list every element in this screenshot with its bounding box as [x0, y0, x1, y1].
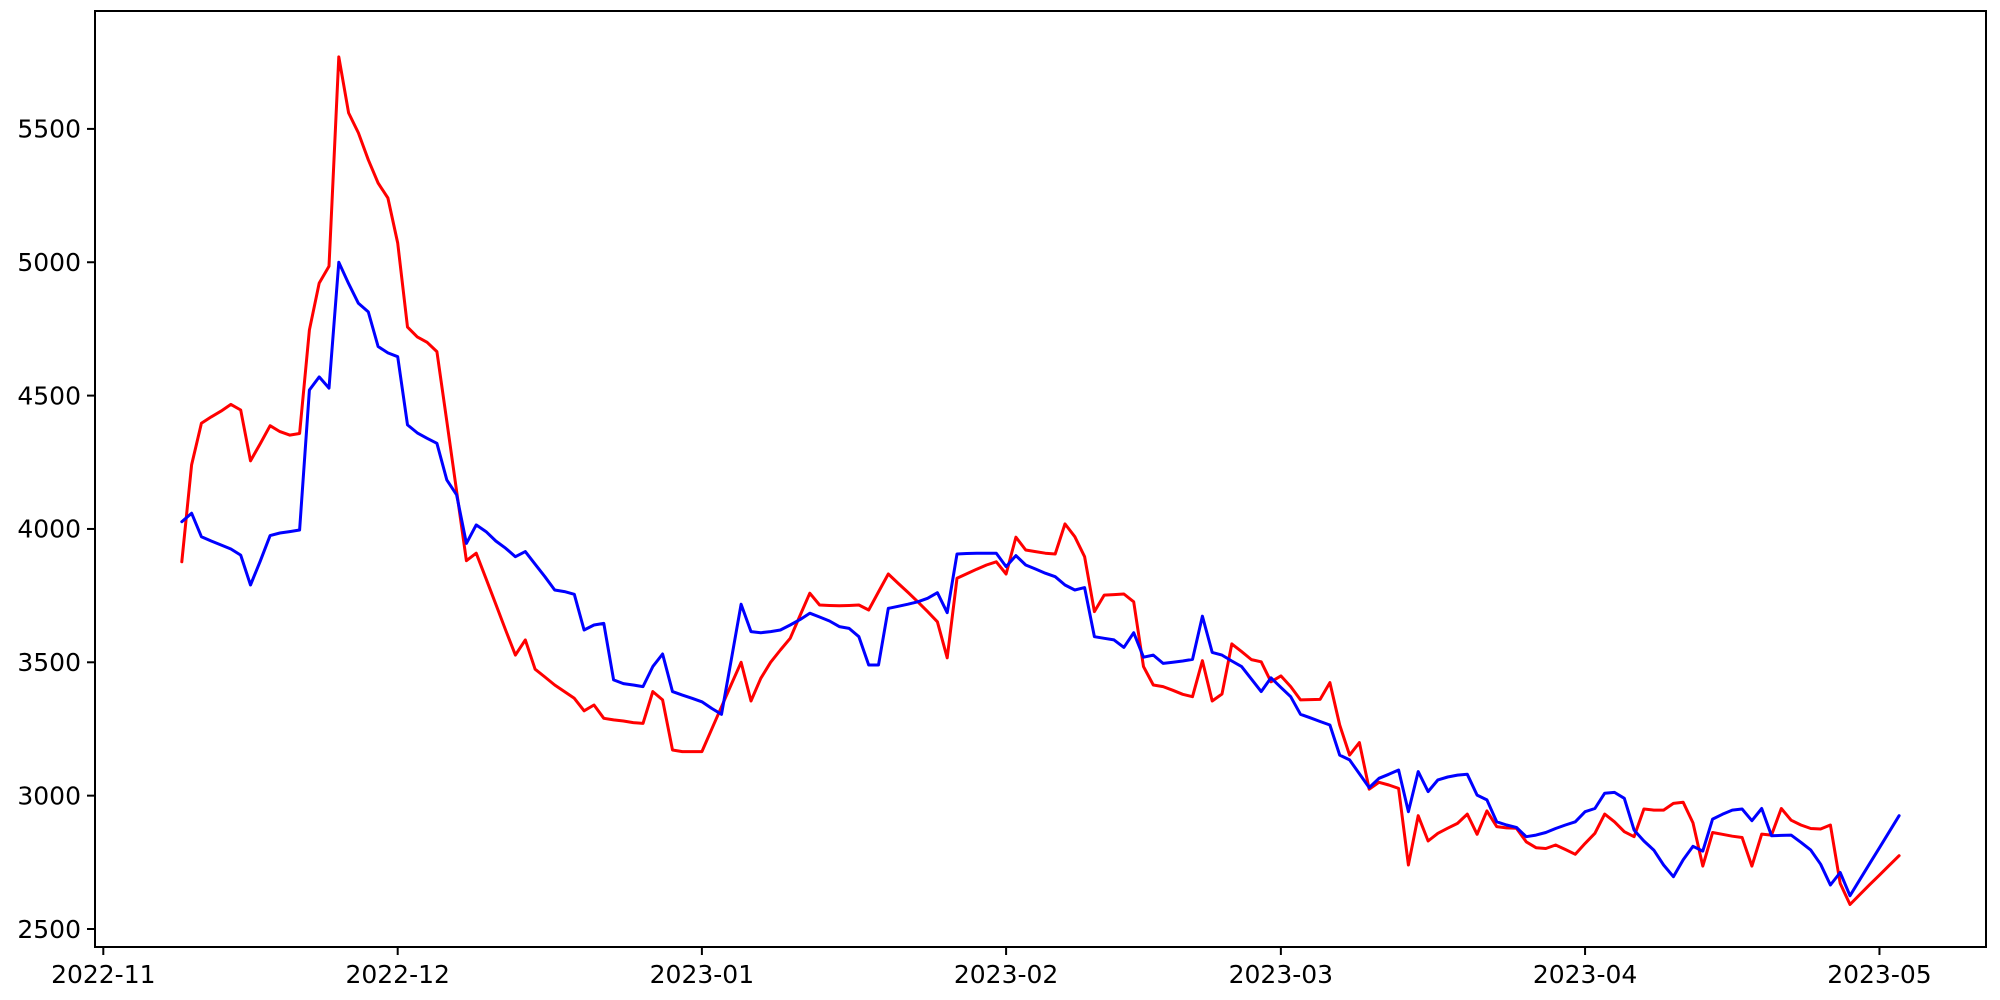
x-tick-label: 2022-12 [345, 960, 449, 989]
x-tick-label: 2023-03 [1229, 960, 1333, 989]
y-tick-label: 5000 [17, 248, 81, 277]
x-tick-label: 2023-04 [1533, 960, 1637, 989]
x-tick-label: 2022-11 [51, 960, 155, 989]
x-tick-label: 2023-01 [650, 960, 754, 989]
x-tick-label: 2023-02 [954, 960, 1058, 989]
blue-series-line [180, 260, 1901, 898]
y-tick-label: 5500 [17, 115, 81, 144]
y-tick-label: 2500 [17, 915, 81, 944]
y-tick-label: 4500 [17, 381, 81, 410]
y-tick-label: 3000 [17, 781, 81, 810]
axes-spines [94, 10, 1987, 948]
red-series-line [180, 55, 1901, 906]
x-tick-label: 2023-05 [1827, 960, 1931, 989]
y-tick-label: 4000 [17, 515, 81, 544]
y-tick-label: 3500 [17, 648, 81, 677]
